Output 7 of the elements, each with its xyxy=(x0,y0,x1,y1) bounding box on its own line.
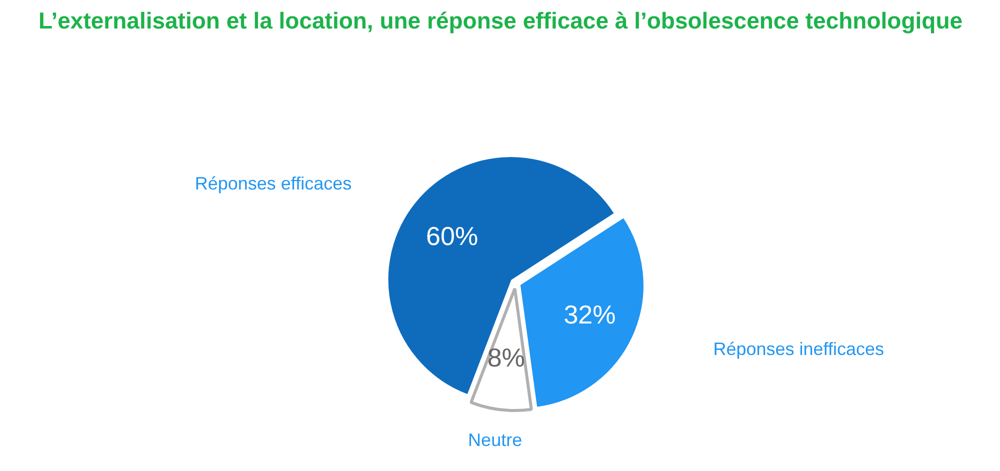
chart-title: L’externalisation et la location, une réponse efficace à l’obsolescence technologique xyxy=(38,8,963,34)
slice-label: Neutre xyxy=(468,430,522,450)
slice-label: Réponses efficaces xyxy=(194,174,352,194)
data-label: 32% xyxy=(564,299,616,330)
data-label: 60% xyxy=(426,220,478,251)
slice-label: Réponses inefficaces xyxy=(713,338,884,359)
data-label: 8% xyxy=(487,342,525,373)
